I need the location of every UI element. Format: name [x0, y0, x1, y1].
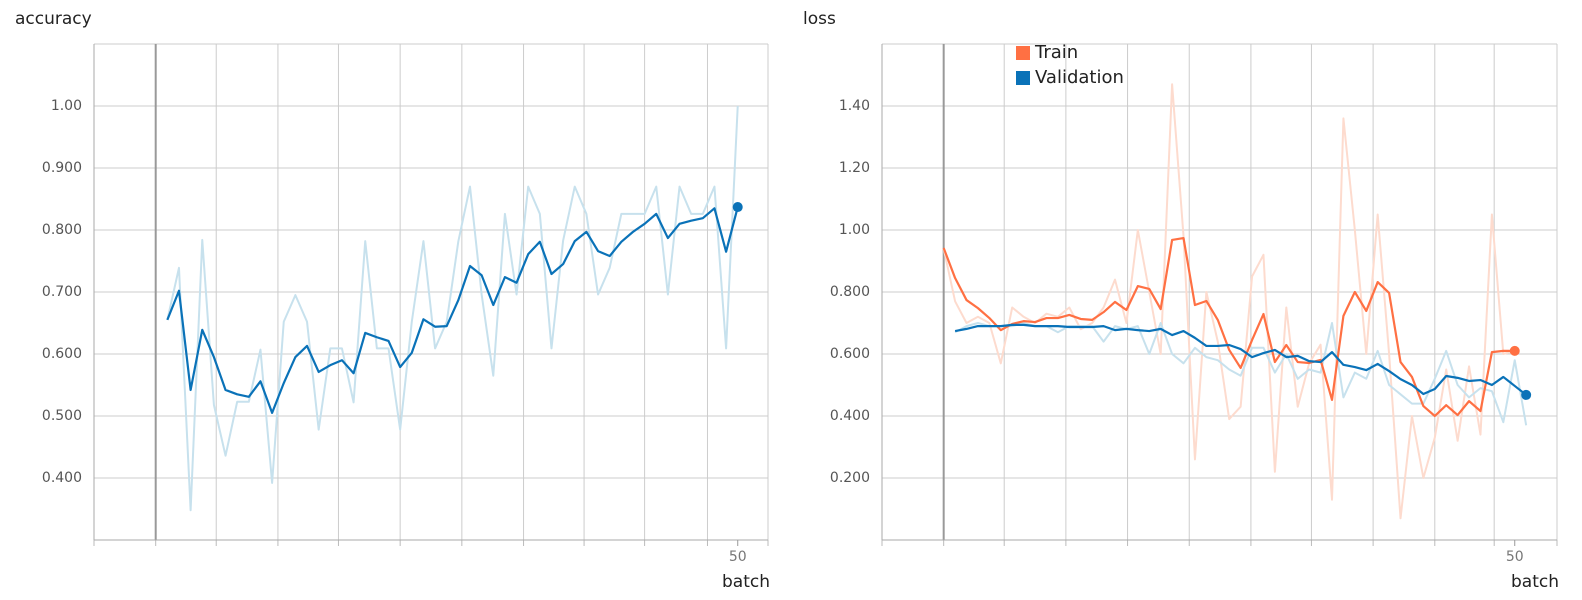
y-tick-label: 0.200: [830, 470, 870, 486]
y-tick-label: 0.400: [42, 470, 82, 486]
raw-line: [942, 83, 1516, 520]
raw-line: [954, 322, 1528, 426]
y-tick-label: 0.700: [42, 284, 82, 300]
x-axis-label: batch: [1511, 572, 1559, 592]
chart-title: accuracy: [15, 9, 92, 29]
line: [166, 206, 739, 414]
line: [942, 236, 1515, 418]
y-tick-label: 0.400: [830, 408, 870, 424]
raw-line: [166, 105, 739, 512]
legend-label: Validation: [1035, 67, 1124, 88]
x-tick-label: 50: [729, 549, 747, 565]
legend-swatch: [1016, 46, 1030, 60]
chart-title: loss: [803, 9, 836, 29]
y-tick-label: 1.00: [839, 222, 870, 238]
legend-label: Train: [1034, 42, 1078, 63]
end-point: [1509, 345, 1520, 356]
x-axis-label: batch: [722, 572, 770, 592]
y-tick-label: 0.600: [42, 346, 82, 362]
y-tick-label: 1.00: [51, 98, 82, 114]
y-tick-label: 0.800: [42, 222, 82, 238]
y-tick-label: 0.800: [830, 284, 870, 300]
x-tick-label: 50: [1506, 549, 1524, 565]
y-tick-label: 1.20: [839, 160, 870, 176]
end-point: [1521, 389, 1532, 400]
y-tick-label: 0.600: [830, 346, 870, 362]
y-tick-label: 0.500: [42, 408, 82, 424]
y-tick-label: 1.40: [839, 98, 870, 114]
y-tick-label: 0.900: [42, 160, 82, 176]
end-point: [732, 202, 743, 213]
line: [954, 323, 1527, 396]
legend-swatch: [1016, 71, 1030, 85]
